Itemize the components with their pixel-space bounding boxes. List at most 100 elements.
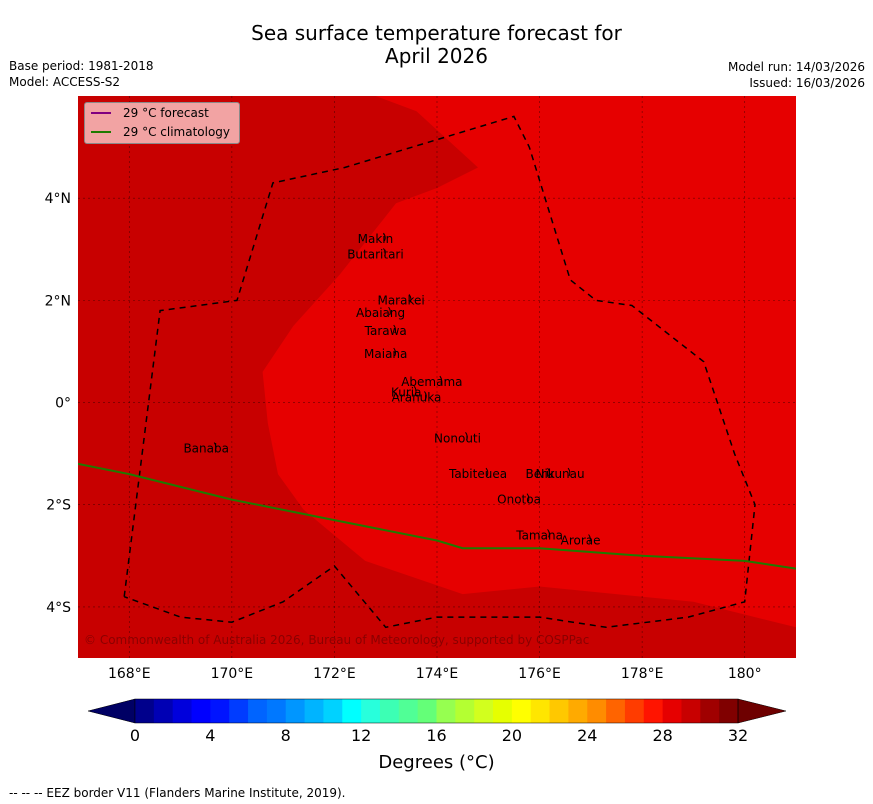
colorbar-tick-label: 16 [426, 726, 446, 745]
map-legend: 29 °C forecast 29 °C climatology [84, 102, 240, 144]
colorbar-segment [210, 699, 230, 723]
climatology-line-swatch [91, 131, 111, 133]
colorbar-segment [342, 699, 362, 723]
colorbar-tick-label: 24 [577, 726, 597, 745]
lon-tick-label: 172°E [313, 666, 356, 682]
lon-tick-label: 180° [728, 666, 762, 682]
island-label: Butaritari [347, 247, 404, 261]
island-outline [383, 232, 386, 242]
island-outline [465, 432, 468, 441]
lon-tick-label: 168°E [108, 666, 151, 682]
island-label: Arorae [561, 533, 601, 547]
island-outline [213, 442, 217, 451]
island-outline [485, 467, 489, 477]
colorbar-tick-label: 32 [728, 726, 748, 745]
colorbar-segment [681, 699, 701, 723]
meta-left: Base period: 1981-2018 Model: ACCESS-S2 [9, 58, 154, 90]
colorbar-segment [700, 699, 720, 723]
colorbar-segment [417, 699, 438, 723]
colorbar-segment [624, 699, 645, 723]
colorbar-segment [323, 699, 343, 723]
legend-climatology-label: 29 °C climatology [123, 125, 231, 139]
island-outline [547, 467, 550, 477]
island-label: Makin [358, 232, 394, 246]
colorbar-segment [361, 699, 381, 723]
climatology-line [78, 462, 796, 570]
inner-sst-region [262, 96, 796, 628]
colorbar-segment [587, 699, 607, 723]
colorbar-segment [549, 699, 569, 723]
colorbar-segment [719, 699, 739, 723]
island-outline [393, 347, 397, 357]
colorbar-segment [172, 699, 193, 723]
island-outline [424, 391, 427, 400]
forecast-line-swatch [91, 112, 111, 114]
colorbar-overflow [737, 698, 787, 724]
colorbar-segment [153, 699, 174, 723]
title-line-1: Sea surface temperature forecast for [251, 21, 622, 45]
eez-border [123, 115, 756, 629]
legend-forecast: 29 °C forecast [91, 105, 209, 121]
colorbar-segment [304, 699, 325, 723]
island-label: Kuria [391, 385, 422, 399]
island-outline [408, 294, 412, 303]
colorbar-segment [606, 699, 626, 723]
island-label: Abemama [401, 375, 462, 389]
lon-tick-label: 170°E [211, 666, 254, 682]
island-outline [413, 386, 417, 395]
island-outline [567, 467, 571, 477]
base-period: Base period: 1981-2018 [9, 59, 154, 73]
lat-tick-label: 4°S [46, 600, 71, 616]
colorbar-segment [135, 699, 155, 723]
island-label: Aranuka [392, 390, 442, 404]
colorbar-segment [266, 699, 287, 723]
model-run: Model run: 14/03/2026 [727, 60, 865, 74]
legend-forecast-label: 29 °C forecast [123, 106, 209, 120]
colorbar-tick-label: 12 [351, 726, 371, 745]
colorbar-tick-label: 0 [130, 726, 140, 745]
colorbar-segment [285, 699, 306, 723]
colorbar-segment [455, 699, 475, 723]
eez-footnote: -- -- -- EEZ border V11 (Flanders Marine… [9, 786, 346, 800]
colorbar-segment [436, 699, 456, 723]
island-outline [588, 534, 591, 543]
legend-climatology: 29 °C climatology [91, 124, 230, 140]
colorbar-segment [662, 699, 683, 723]
island-label: Nonouti [434, 431, 481, 445]
colorbar-tick-label: 4 [205, 726, 215, 745]
colorbar-segments [87, 698, 787, 724]
colorbar-title: Degrees (°C) [378, 752, 495, 773]
island-label: Maiana [364, 347, 407, 361]
island-outline [383, 248, 386, 257]
lon-tick-label: 178°E [621, 666, 664, 682]
gridlines [78, 96, 796, 658]
island-label: Marakei [377, 293, 424, 307]
lon-tick-label: 176°E [518, 666, 561, 682]
island-outline [439, 375, 443, 385]
island-label: Onotoa [497, 493, 541, 507]
island-label: Banaba [183, 442, 229, 456]
lat-tick-label: 0° [55, 396, 71, 412]
island-label: Tamana [515, 528, 563, 542]
colorbar-segment [493, 699, 513, 723]
issued-date: Issued: 16/03/2026 [749, 76, 865, 90]
chart-title: Sea surface temperature forecast for Apr… [0, 22, 873, 68]
island-label: Abaiang [356, 306, 405, 320]
colorbar-segment [248, 699, 268, 723]
colorbar-segment [568, 699, 588, 723]
copyright-notice: © Commonwealth of Australia 2026, Bureau… [84, 633, 589, 647]
axis-ticks: 168°E 170°E 172°E 174°E 176°E 178°E 180° 4°N 2°N… [45, 191, 762, 682]
colorbar-segment [474, 699, 494, 723]
colorbar-segment [643, 699, 664, 723]
island-label: Tarawa [364, 324, 407, 338]
colorbar-segment [229, 699, 249, 723]
island-label: Beru [525, 467, 553, 481]
colorbar-underflow [87, 698, 136, 724]
lat-tick-label: 2°N [45, 293, 71, 309]
island-outline [547, 529, 550, 538]
colorbar-segment [191, 699, 211, 723]
colorbar-tick-label: 20 [502, 726, 522, 745]
lat-tick-label: 4°N [45, 191, 71, 207]
